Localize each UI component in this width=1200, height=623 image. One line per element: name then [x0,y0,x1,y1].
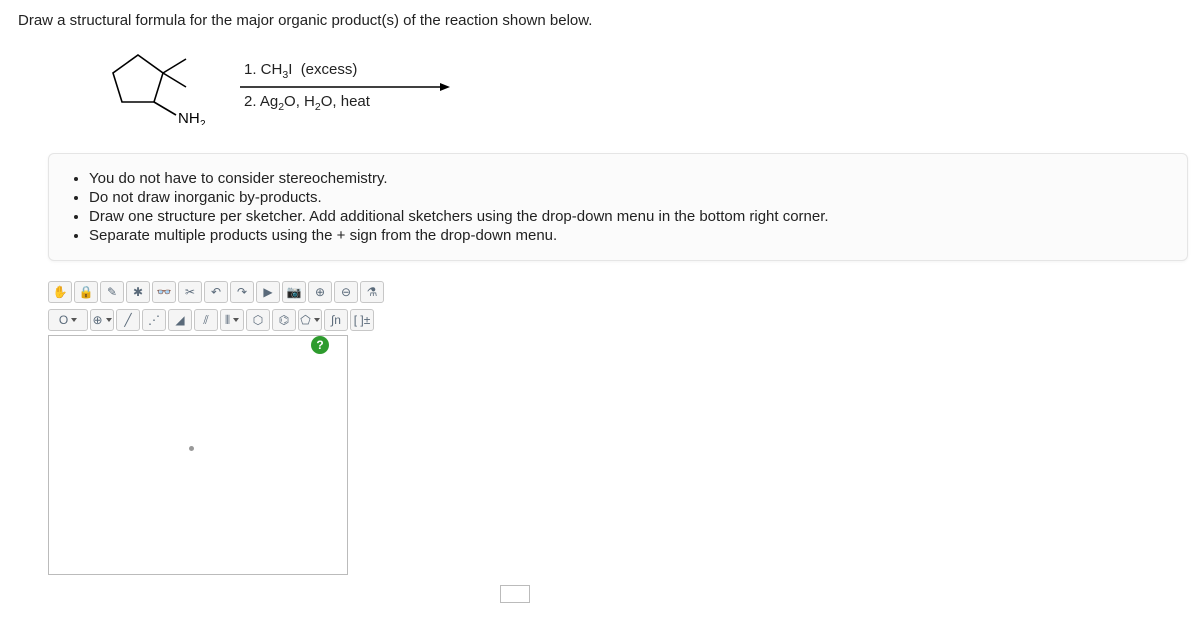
sketcher-canvas[interactable]: ? [48,335,348,575]
reactant-structure: NH 2 [98,45,218,129]
instruction-item: You do not have to consider stereochemis… [89,170,1169,187]
svg-text:2: 2 [200,119,206,125]
cyclopentane-icon[interactable]: ⬠ [298,309,322,331]
canvas-start-dot [189,446,194,451]
draw-icon[interactable]: ✎ [100,281,124,303]
sketcher-editor: ✋🔒✎✱👓✂↶↷▶📷⊕⊖⚗ O⊕╱⋰◢⫽⫴⬡⌬⬠∫n[ ]± ? [48,279,568,575]
instruction-item: Do not draw inorganic by-products. [89,189,1169,206]
answer-input[interactable] [500,585,530,603]
lock-icon[interactable]: 🔒 [74,281,98,303]
add-atom-icon[interactable]: ⊕ [90,309,114,331]
reaction-scheme: NH 2 1. CH3I (excess) 2. Ag2O, H2O, heat [98,45,1182,129]
molecule-icon[interactable]: ⚗ [360,281,384,303]
instructions-panel: You do not have to consider stereochemis… [48,153,1188,261]
reagent-line-2: 2. Ag2O, H2O, heat [240,92,374,114]
reaction-arrow-icon [240,82,450,92]
reagents-arrow: 1. CH3I (excess) 2. Ag2O, H2O, heat [240,60,450,114]
instructions-list: You do not have to consider stereochemis… [67,170,1169,244]
atom-icon[interactable]: ✱ [126,281,150,303]
bond-double-icon[interactable]: ⫽ [194,309,218,331]
reagent-line-1: 1. CH3I (excess) [240,60,361,82]
bond-dotted-icon[interactable]: ⋰ [142,309,166,331]
help-icon[interactable]: ? [311,336,329,354]
zoom-out-icon[interactable]: ⊖ [334,281,358,303]
bond-single-icon[interactable]: ╱ [116,309,140,331]
hand-icon[interactable]: ✋ [48,281,72,303]
integral-icon[interactable]: ∫n [324,309,348,331]
play-icon[interactable]: ▶ [256,281,280,303]
benzene-icon[interactable]: ⌬ [272,309,296,331]
cyclohexane-icon[interactable]: ⬡ [246,309,270,331]
bond-triple-icon[interactable]: ⫴ [220,309,244,331]
redo-icon[interactable]: ↷ [230,281,254,303]
undo-icon[interactable]: ↶ [204,281,228,303]
toolbar-row-1: ✋🔒✎✱👓✂↶↷▶📷⊕⊖⚗ [48,279,568,305]
glasses-icon[interactable]: 👓 [152,281,176,303]
element-o[interactable]: O [48,309,88,331]
question-text: Draw a structural formula for the major … [18,12,1182,29]
svg-text:NH: NH [178,110,200,125]
bracket-charge-icon[interactable]: [ ]± [350,309,374,331]
instruction-item: Separate multiple products using the + s… [89,227,1169,244]
camera-icon[interactable]: 📷 [282,281,306,303]
toolbar-row-2: O⊕╱⋰◢⫽⫴⬡⌬⬠∫n[ ]± [48,307,568,333]
bond-wedge-icon[interactable]: ◢ [168,309,192,331]
scissors-icon[interactable]: ✂ [178,281,202,303]
instruction-item: Draw one structure per sketcher. Add add… [89,208,1169,225]
zoom-in-icon[interactable]: ⊕ [308,281,332,303]
